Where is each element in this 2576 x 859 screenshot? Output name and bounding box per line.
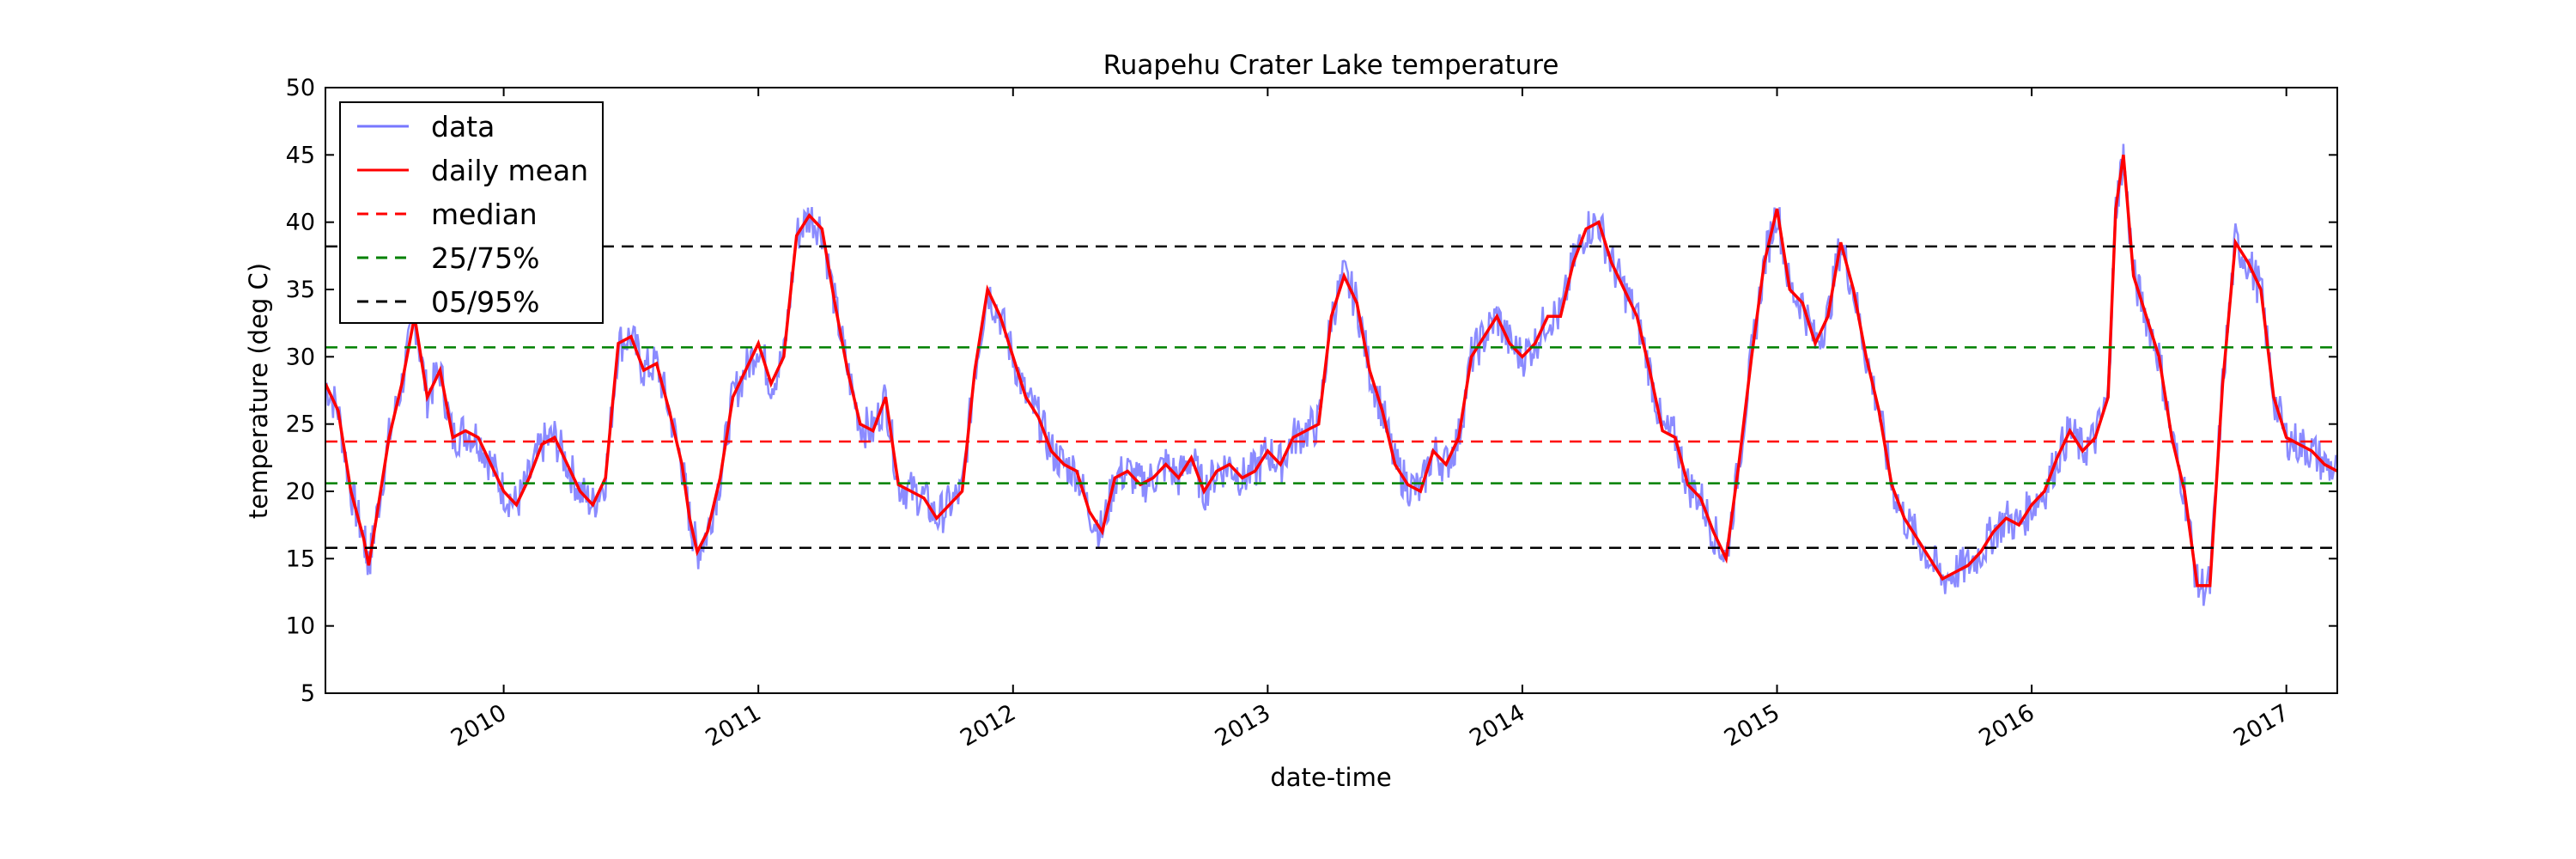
y-tick-label: 5 [301, 680, 315, 707]
x-axis-label: date-time [1270, 763, 1391, 792]
y-tick-label: 20 [286, 478, 315, 505]
x-tick-label: 2016 [1975, 699, 2039, 752]
x-tick-label: 2012 [956, 699, 1020, 752]
x-tick-label: 2010 [447, 699, 511, 752]
y-tick-label: 45 [286, 142, 315, 168]
legend-label: 25/75% [431, 241, 539, 275]
y-axis-label: temperature (deg C) [244, 263, 273, 519]
raw-data-series-line [325, 143, 2337, 606]
x-axis-ticks: 2010 2011 2012 2013 2014 2015 2016 2017 [447, 88, 2293, 752]
x-tick-label: 2017 [2229, 699, 2293, 752]
y-tick-label: 50 [286, 75, 315, 101]
legend-label: 05/95% [431, 285, 539, 319]
y-axis-ticks: 5 10 15 20 25 30 35 40 45 50 [286, 75, 2337, 707]
x-tick-label: 2013 [1211, 699, 1275, 752]
x-tick-label: 2015 [1720, 699, 1784, 752]
y-tick-label: 10 [286, 613, 315, 640]
x-tick-label: 2014 [1465, 699, 1529, 752]
y-tick-label: 30 [286, 344, 315, 370]
plot-frame [325, 87, 2338, 694]
legend: data daily mean median 25/75% 05/95% [339, 101, 604, 324]
legend-label: daily mean [431, 154, 588, 187]
y-tick-label: 35 [286, 277, 315, 303]
x-tick-label: 2011 [702, 699, 766, 752]
legend-label: median [431, 198, 538, 231]
y-tick-label: 40 [286, 210, 315, 236]
chart-title: Ruapehu Crater Lake temperature [1103, 50, 1559, 81]
daily-mean-series-line [325, 155, 2337, 588]
legend-label: data [431, 110, 495, 143]
y-tick-label: 25 [286, 411, 315, 438]
y-tick-label: 15 [286, 545, 315, 572]
